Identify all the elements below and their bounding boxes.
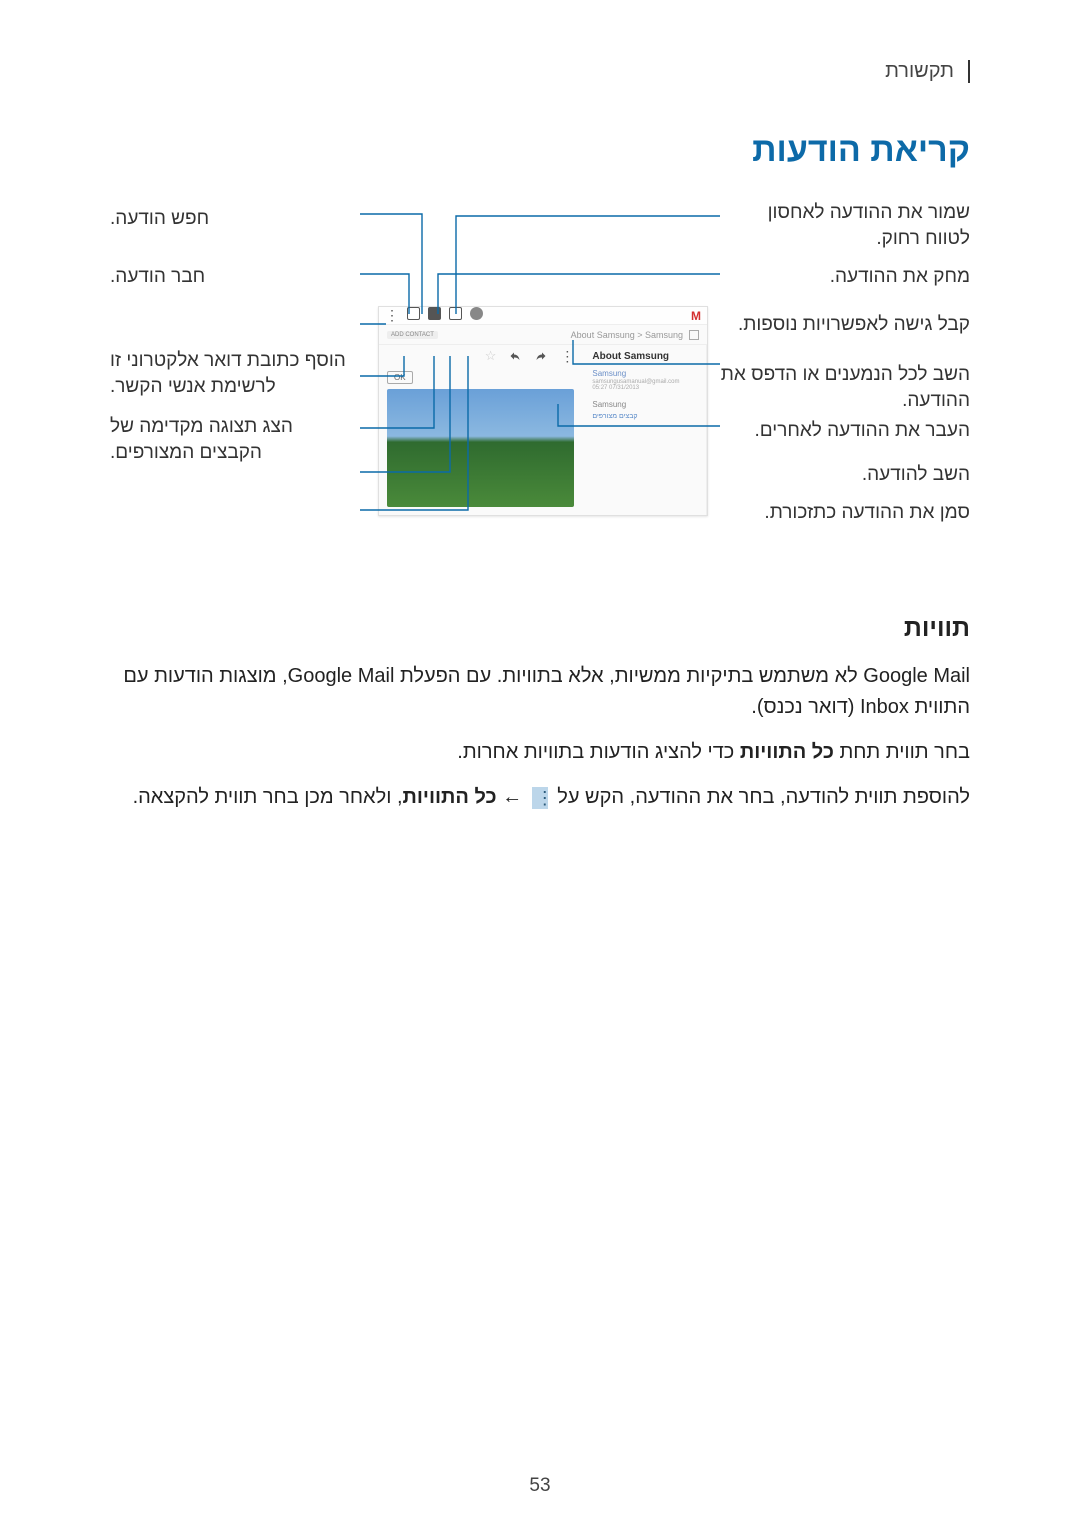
menu-icon — [532, 787, 548, 809]
sender-name: Samsung — [592, 370, 696, 379]
email-screenshot: M ⋮ About Samsung > Samsung ADD CONTACT — [378, 306, 708, 516]
add-contact-button[interactable]: ADD CONTACT — [387, 331, 438, 339]
p2-a: בחר תווית תחת — [834, 741, 970, 763]
delete-icon[interactable] — [428, 307, 441, 320]
p3-arrow: ← — [497, 786, 528, 808]
checkbox-icon[interactable] — [689, 330, 699, 340]
sender-date: 05:27 07/31/2013 — [592, 385, 696, 392]
anno-compose: חבר הודעה. — [110, 264, 360, 290]
page-number: 53 — [0, 1475, 1080, 1497]
gmail-logo: M — [691, 309, 701, 323]
subject-breadcrumb: About Samsung > Samsung — [571, 330, 683, 340]
anno-reply: השב להודעה. — [720, 462, 970, 488]
anno-replyall: השב לכל הנמענים או הדפס את ההודעה. — [720, 362, 970, 413]
search-icon[interactable] — [470, 307, 483, 320]
ok-button[interactable]: OK — [387, 371, 413, 384]
annotated-diagram: שמור את ההודעה לאחסון לטווח רחוק. מחק את… — [110, 204, 970, 544]
reply-icon[interactable] — [508, 350, 522, 362]
anno-forward: העבר את ההודעה לאחרים. — [720, 418, 970, 444]
anno-more: קבל גישה לאפשרויות נוספות. — [720, 312, 970, 338]
topbar-icon-group: ⋮ — [385, 307, 483, 324]
p3-b: , ולאחר מכן בחר תווית להקצאה. — [133, 786, 403, 808]
p3-bold: כל התוויות — [403, 786, 497, 808]
screenshot-subbar: About Samsung > Samsung ADD CONTACT — [379, 325, 707, 345]
sender-email: samsungusamanual@gmail.com — [592, 379, 696, 386]
page-header: תקשורת — [110, 60, 954, 83]
message-meta-pane: About Samsung Samsung samsungusamanual@g… — [582, 345, 707, 515]
ok-row: OK — [379, 367, 582, 385]
more-icon[interactable]: ⋮ — [385, 307, 399, 324]
labels-p3: להוספת תווית להודעה, בחר את ההודעה, הקש … — [110, 782, 970, 813]
archive-icon[interactable] — [449, 307, 462, 320]
about-title: About Samsung — [592, 351, 696, 362]
compose-icon[interactable] — [407, 307, 420, 320]
anno-addcontact: הוסף כתובת דואר אלקטרוני זו לרשימת אנשי … — [110, 348, 360, 399]
p2-bold: כל התוויות — [740, 741, 834, 763]
anno-save: שמור את ההודעה לאחסון לטווח רחוק. — [720, 200, 970, 251]
p2-b: כדי להציג הודעות בתוויות אחרות. — [457, 741, 740, 763]
labels-p1: Google Mail לא משתמש בתיקיות ממשיות, אלא… — [110, 661, 970, 723]
screenshot-topbar: M ⋮ — [379, 307, 707, 325]
anno-star: סמן את ההודעה כתזכורת. — [720, 500, 970, 526]
greeting: Samsung — [592, 400, 696, 409]
attachment-thumbnail[interactable] — [387, 389, 574, 507]
anno-preview: הצג תצוגה מקדימה של הקבצים המצורפים. — [110, 414, 360, 465]
forward-icon[interactable] — [534, 350, 548, 362]
reply-toolbar: ☆ ⋮ — [379, 345, 582, 367]
attachment-link[interactable]: קבצים מצורפים — [592, 413, 696, 420]
anno-delete: מחק את ההודעה. — [720, 264, 970, 290]
anno-search: חפש הודעה. — [110, 206, 360, 232]
p3-a: להוספת תווית להודעה, בחר את ההודעה, הקש … — [552, 786, 970, 808]
labels-section-title: תוויות — [110, 614, 970, 643]
star-icon[interactable]: ☆ — [485, 348, 497, 364]
labels-p2: בחר תווית תחת כל התוויות כדי להציג הודעו… — [110, 737, 970, 768]
message-more-icon[interactable]: ⋮ — [560, 348, 574, 365]
main-title: קריאת הודעות — [110, 131, 970, 170]
